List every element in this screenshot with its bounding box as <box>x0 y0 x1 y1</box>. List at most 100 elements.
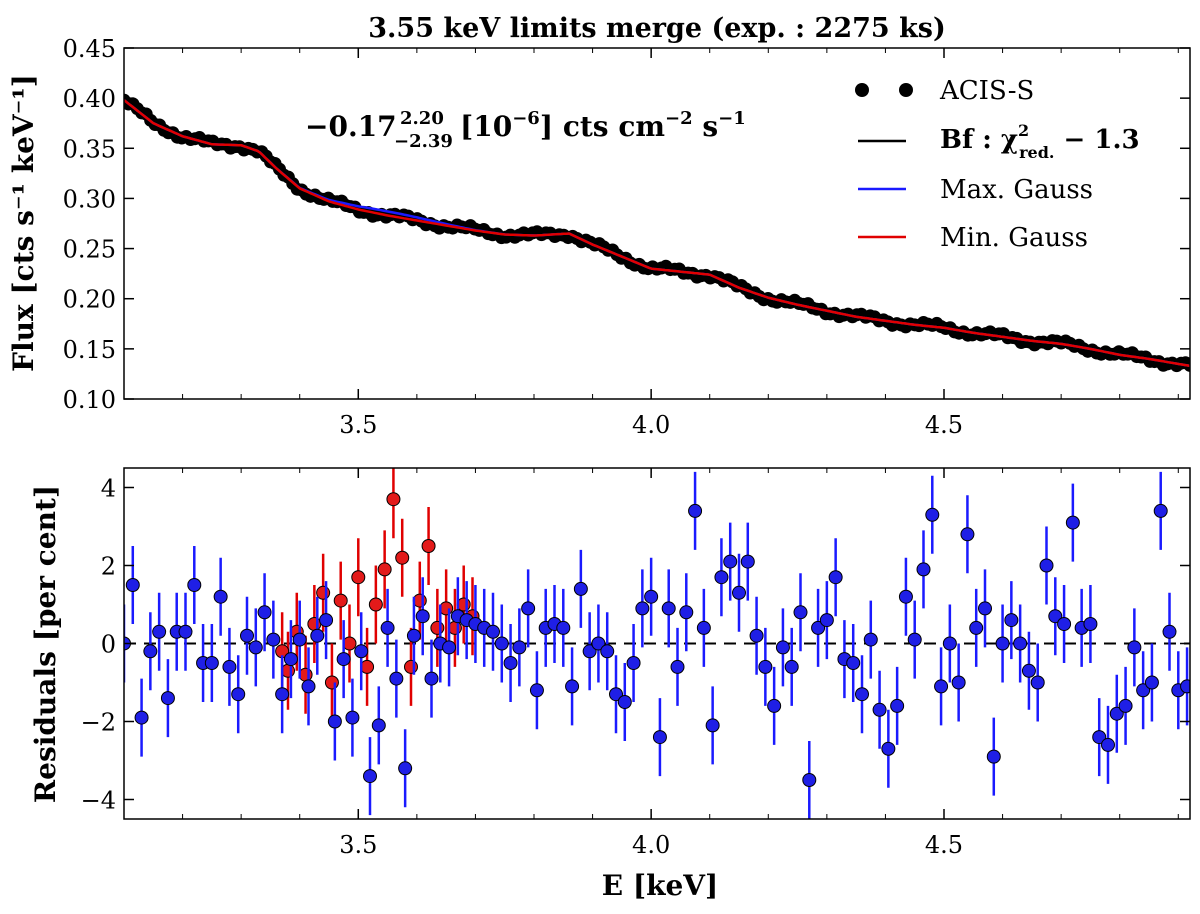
residual-blue-point <box>486 624 500 639</box>
residual-blue-point <box>283 652 298 667</box>
y-tick-label: 0 <box>101 631 116 659</box>
residual-blue-point <box>863 632 878 647</box>
residual-blue-point <box>1162 624 1177 639</box>
residual-blue-point <box>125 578 140 592</box>
residual-blue-point <box>143 644 158 659</box>
residual-blue-point <box>714 570 729 585</box>
residual-blue-point <box>178 624 193 639</box>
residual-red-point <box>404 659 418 674</box>
residual-blue-point <box>275 687 290 702</box>
residual-blue-point <box>1144 675 1159 690</box>
residual-blue-point <box>652 730 667 745</box>
residual-blue-point <box>301 679 316 694</box>
residual-blue-point <box>600 644 615 659</box>
annotation-unit-a: [10 <box>460 110 512 143</box>
residual-blue-point <box>565 679 580 694</box>
x-tick-label: 3.5 <box>339 831 377 859</box>
residual-blue-point <box>222 659 237 674</box>
residual-blue-point <box>1083 617 1098 631</box>
residual-blue-point <box>934 679 949 694</box>
flux-x-ticks: 3.5 4.0 4.5 <box>123 48 1179 439</box>
residual-blue-point <box>529 683 544 698</box>
y-tick-label: 0.15 <box>63 336 116 364</box>
y-tick-label: −4 <box>81 787 116 815</box>
residual-blue-point <box>160 691 175 706</box>
residual-blue-point <box>995 636 1010 651</box>
residual-blue-point <box>670 659 685 674</box>
residual-blue-point <box>327 714 342 729</box>
y-tick-label: 4 <box>101 475 116 503</box>
flux-annotation: −0.17 2.20 −2.39 [10−6] cts cm−2 s−1 <box>305 108 746 152</box>
residual-blue-point <box>398 761 413 776</box>
residual-blue-point <box>292 632 307 647</box>
residual-blue-point <box>740 554 755 569</box>
residual-blue-point <box>960 527 975 542</box>
residual-series-group <box>124 468 1190 819</box>
residual-blue-point <box>363 769 377 784</box>
residual-blue-point <box>758 659 773 674</box>
residual-blue-point <box>617 695 632 709</box>
residual-red-point <box>316 585 331 600</box>
residual-blue-point <box>204 656 219 670</box>
residual-red-point <box>412 593 427 608</box>
residual-blue-point <box>942 636 957 651</box>
residual-blue-point <box>1021 663 1036 678</box>
y-tick-label: 2 <box>101 553 116 581</box>
residual-blue-point <box>556 620 571 635</box>
residual-blue-point <box>354 644 369 659</box>
legend-label-bf-sub: red. <box>1019 143 1054 162</box>
residual-blue-point <box>134 710 149 725</box>
residual-blue-point <box>635 601 650 616</box>
residual-blue-point <box>898 589 913 604</box>
residual-blue-point <box>406 628 421 643</box>
residual-blue-point <box>679 605 694 620</box>
residual-blue-point <box>881 741 896 756</box>
y-tick-label: 0.45 <box>63 35 116 63</box>
residual-blue-point <box>925 507 940 522</box>
residual-red-point <box>439 601 454 616</box>
residual-blue-point <box>775 640 790 655</box>
residual-blue-point <box>688 503 703 518</box>
legend-marker-acis-1 <box>855 83 869 97</box>
annotation-unit-exp2: −2 <box>665 108 693 129</box>
residual-blue-point <box>907 632 922 647</box>
residual-y-ticks: −4 −2 0 2 4 <box>81 475 1190 815</box>
residual-blue-point <box>415 609 430 624</box>
residual-red-point <box>395 550 410 565</box>
residual-blue-point <box>609 687 623 702</box>
residual-blue-point <box>644 589 659 604</box>
residual-blue-point <box>732 585 746 600</box>
residual-red-point <box>447 620 462 635</box>
residual-red-point <box>386 492 401 507</box>
y-tick-label: 0.20 <box>63 286 116 314</box>
residual-blue-point <box>591 636 606 651</box>
residual-red-point <box>324 675 339 690</box>
residual-blue-point <box>1136 683 1151 698</box>
residual-blue-point <box>1127 640 1142 655</box>
residual-red-point <box>333 593 348 608</box>
residual-blue-point <box>828 570 843 585</box>
flux-y-axis-label: Flux [cts s⁻¹ keV⁻¹] <box>7 74 40 372</box>
annotation-unit-exp3: −1 <box>718 108 746 129</box>
residual-blue-point <box>1118 698 1133 713</box>
annotation-unit-b: ] cts cm <box>540 110 665 143</box>
x-tick-label: 4.5 <box>925 831 963 859</box>
chart-title: 3.55 keV limits merge (exp. : 2275 ks) <box>368 13 946 44</box>
residual-blue-point <box>705 718 720 733</box>
y-tick-label: 0.25 <box>63 236 116 264</box>
residual-blue-point <box>802 773 817 787</box>
annotation-unit-exp: −6 <box>512 108 540 129</box>
annotation-unit-c: s <box>693 110 719 143</box>
residual-blue-point <box>494 636 509 651</box>
y-tick-label: 0.35 <box>63 135 116 163</box>
legend-label-bf-sup: 2 <box>1018 121 1029 140</box>
residual-blue-point <box>248 640 263 655</box>
min-gauss-line <box>124 99 1190 368</box>
svg-text:[10−6] cts cm−2 s−1: [10−6] cts cm−2 s−1 <box>460 108 746 143</box>
residual-blue-point <box>371 718 386 733</box>
residual-blue-point <box>424 671 439 686</box>
x-tick-label: 4.0 <box>632 831 670 859</box>
residual-y-axis-label: Residuals [per cent] <box>29 485 62 803</box>
residual-blue-point <box>1013 636 1028 651</box>
residual-red-point <box>430 620 445 635</box>
